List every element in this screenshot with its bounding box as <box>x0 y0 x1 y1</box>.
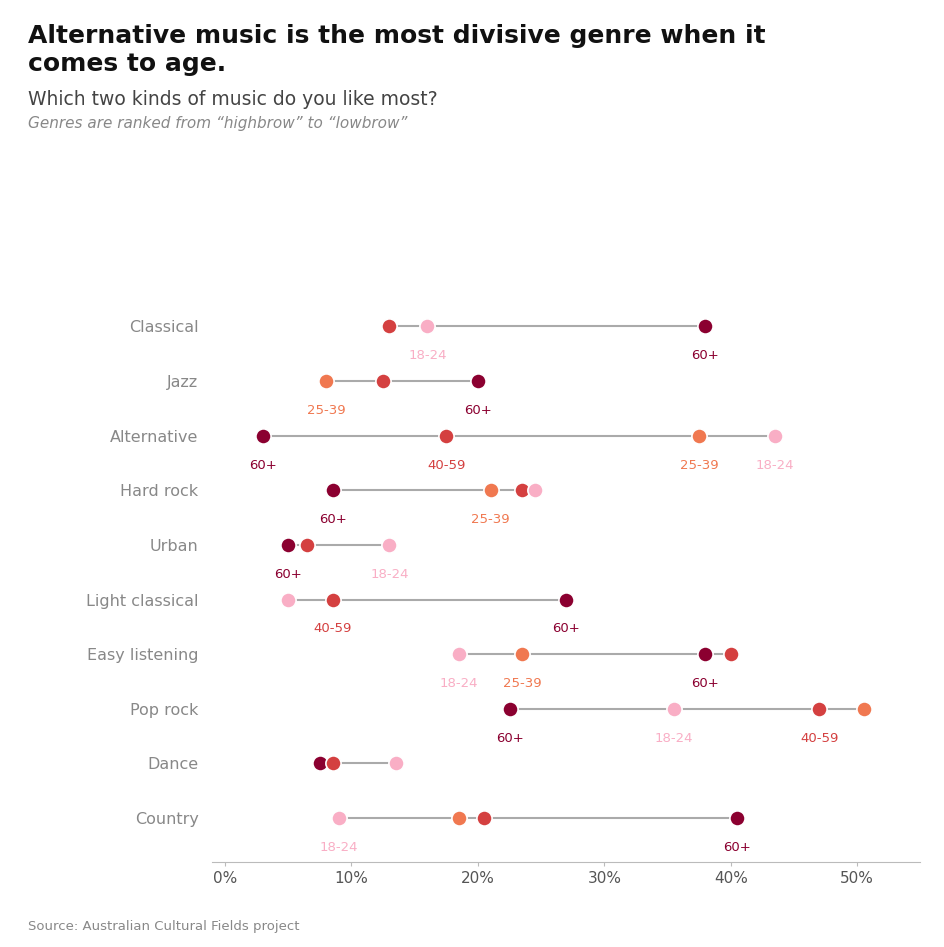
Point <box>325 756 340 771</box>
Point <box>376 373 391 388</box>
Point <box>451 811 466 826</box>
Text: 60+: 60+ <box>319 513 346 527</box>
Text: 25-39: 25-39 <box>307 404 346 417</box>
Text: 40-59: 40-59 <box>313 622 352 635</box>
Point <box>559 592 574 607</box>
Text: 60+: 60+ <box>692 349 719 363</box>
Point <box>325 592 340 607</box>
Text: Which two kinds of music do you like most?: Which two kinds of music do you like mos… <box>28 90 438 109</box>
Point <box>381 537 396 552</box>
Point <box>388 756 403 771</box>
Point <box>856 701 871 716</box>
Point <box>730 811 745 826</box>
Text: 40-59: 40-59 <box>427 458 465 472</box>
Text: 18-24: 18-24 <box>408 349 447 363</box>
Text: 18-24: 18-24 <box>756 458 794 472</box>
Point <box>319 373 334 388</box>
Point <box>299 537 314 552</box>
Text: 60+: 60+ <box>552 622 581 635</box>
Point <box>420 319 435 334</box>
Point <box>723 647 738 662</box>
Point <box>502 701 517 716</box>
Point <box>280 592 295 607</box>
Text: 18-24: 18-24 <box>654 732 693 744</box>
Point <box>280 537 295 552</box>
Point <box>528 483 543 498</box>
Point <box>812 701 827 716</box>
Point <box>470 373 485 388</box>
Text: Alternative music is the most divisive genre when it: Alternative music is the most divisive g… <box>28 24 766 47</box>
Point <box>698 319 713 334</box>
Point <box>312 756 328 771</box>
Text: 60+: 60+ <box>464 404 492 417</box>
Point <box>325 483 340 498</box>
Point <box>514 483 530 498</box>
Text: 60+: 60+ <box>723 841 751 854</box>
Text: 18-24: 18-24 <box>440 677 479 690</box>
Point <box>692 428 707 443</box>
Point <box>451 647 466 662</box>
Point <box>483 483 498 498</box>
Point <box>767 428 783 443</box>
Text: comes to age.: comes to age. <box>28 52 227 76</box>
Text: 60+: 60+ <box>249 458 277 472</box>
Point <box>666 701 682 716</box>
Text: 25-39: 25-39 <box>503 677 542 690</box>
Point <box>381 319 396 334</box>
Text: 18-24: 18-24 <box>370 568 409 581</box>
Text: 60+: 60+ <box>692 677 719 690</box>
Text: 25-39: 25-39 <box>471 513 510 527</box>
Point <box>331 811 346 826</box>
Text: 60+: 60+ <box>496 732 523 744</box>
Point <box>477 811 492 826</box>
Text: 40-59: 40-59 <box>801 732 838 744</box>
Text: 25-39: 25-39 <box>680 458 718 472</box>
Point <box>256 428 271 443</box>
Text: 60+: 60+ <box>275 568 302 581</box>
Text: 18-24: 18-24 <box>320 841 358 854</box>
Point <box>698 647 713 662</box>
Text: Source: Australian Cultural Fields project: Source: Australian Cultural Fields proje… <box>28 920 300 933</box>
Point <box>439 428 454 443</box>
Text: Genres are ranked from “highbrow” to “lowbrow”: Genres are ranked from “highbrow” to “lo… <box>28 116 408 131</box>
Point <box>514 647 530 662</box>
